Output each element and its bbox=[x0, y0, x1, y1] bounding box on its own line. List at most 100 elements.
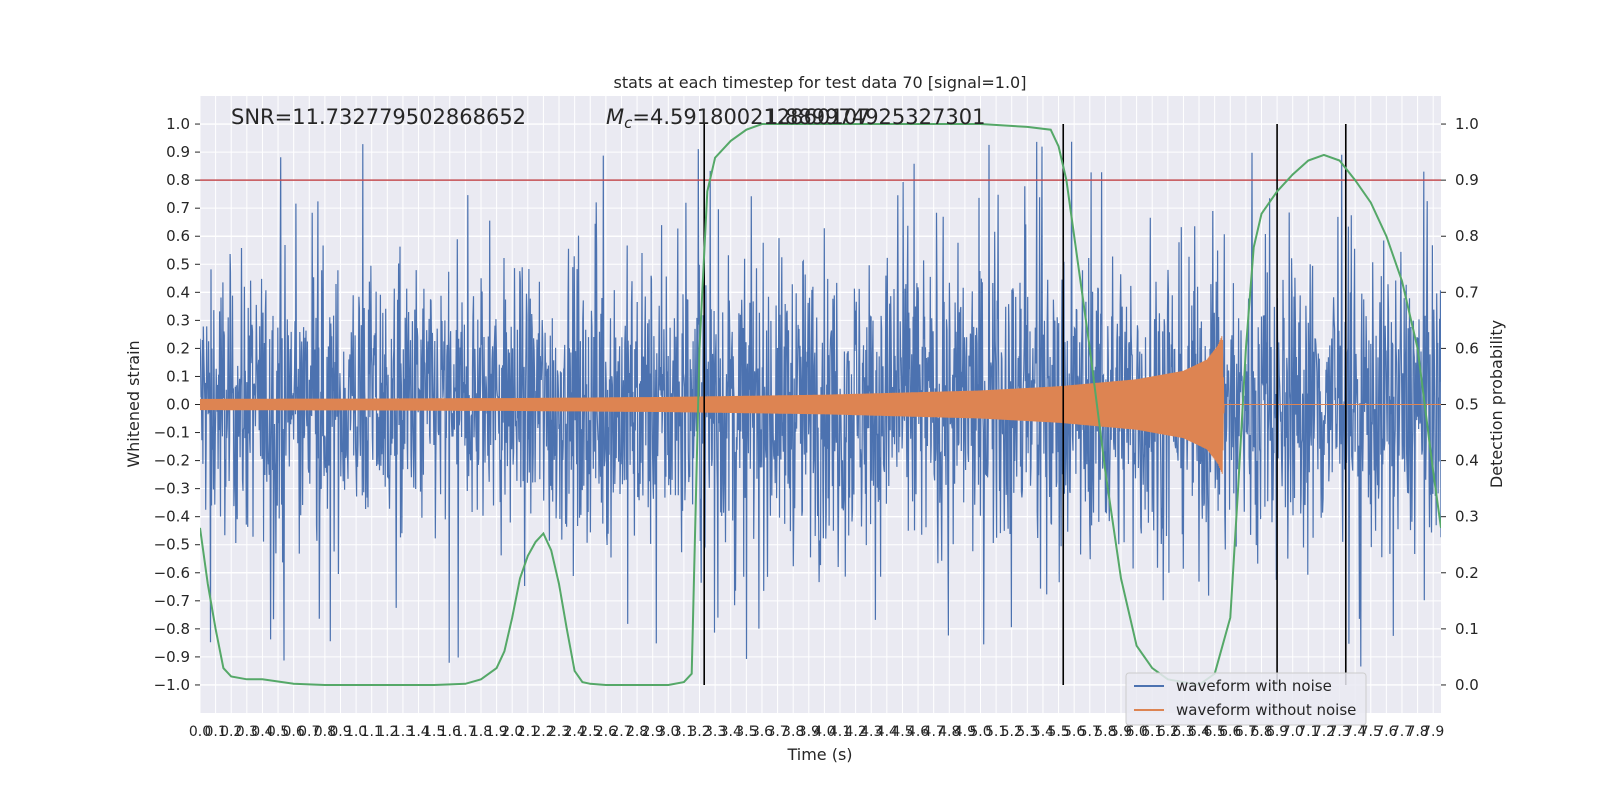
x-tick-label: 7.6 bbox=[1375, 724, 1397, 740]
y2-tick-label: 0.8 bbox=[1455, 227, 1479, 245]
x-tick-label: 1.2 bbox=[376, 724, 398, 740]
y2-tick-label: 0.5 bbox=[1455, 396, 1479, 414]
x-tick-label: 1.5 bbox=[423, 724, 445, 740]
x-tick-label: 4.2 bbox=[844, 724, 866, 740]
y-axis-right-ticks: 1.0 0.9 0.8 0.7 0.6 0.5 0.4 0.3 0.2 0.1 0.0 bbox=[1441, 115, 1479, 694]
y2-tick-label: 0.9 bbox=[1455, 171, 1479, 189]
x-tick-label: 0.2 bbox=[220, 724, 242, 740]
x-tick-label: 0.0 bbox=[189, 724, 211, 740]
x-tick-label: 1.6 bbox=[439, 724, 461, 740]
y-tick-label: 0.3 bbox=[166, 311, 190, 329]
y-axis-label: Whitened strain bbox=[124, 340, 143, 467]
x-tick-label: 0.3 bbox=[236, 724, 258, 740]
x-tick-label: 6.5 bbox=[1204, 724, 1226, 740]
x-tick-label: 2.6 bbox=[595, 724, 617, 740]
x-tick-label: 6.4 bbox=[1188, 724, 1210, 740]
y-tick-label: 0.4 bbox=[166, 283, 190, 301]
x-tick-label: 2.8 bbox=[626, 724, 648, 740]
x-tick-label: 7.1 bbox=[1297, 724, 1319, 740]
chirp-mass-value: =4.591800212860107 bbox=[632, 105, 870, 129]
legend-box bbox=[1125, 672, 1367, 726]
x-tick-label: 6.1 bbox=[1141, 724, 1163, 740]
y-tick-label: 1.0 bbox=[166, 115, 190, 133]
x-tick-label: 6.8 bbox=[1250, 724, 1272, 740]
y-tick-label: −0.7 bbox=[154, 592, 190, 610]
x-tick-label: 5.0 bbox=[969, 724, 991, 740]
legend-entry-signal: waveform without noise bbox=[1176, 701, 1356, 719]
x-tick-label: 0.6 bbox=[283, 724, 305, 740]
x-tick-label: 6.6 bbox=[1219, 724, 1241, 740]
x-tick-label: 3.6 bbox=[751, 724, 773, 740]
y-tick-label: 0.6 bbox=[166, 227, 190, 245]
y-tick-label: 0.0 bbox=[166, 396, 190, 414]
x-tick-label: 4.9 bbox=[954, 724, 976, 740]
x-tick-label: 5.9 bbox=[1110, 724, 1132, 740]
x-tick-label: 6.0 bbox=[1125, 724, 1147, 740]
x-tick-label: 1.0 bbox=[345, 724, 367, 740]
x-tick-label: 7.7 bbox=[1391, 724, 1413, 740]
y2-tick-label: 0.1 bbox=[1455, 620, 1479, 638]
x-tick-label: 0.7 bbox=[298, 724, 320, 740]
y-tick-label: −0.5 bbox=[154, 536, 190, 554]
x-tick-label: 2.3 bbox=[548, 724, 570, 740]
x-tick-label: 2.9 bbox=[642, 724, 664, 740]
y-tick-label: 0.2 bbox=[166, 339, 190, 357]
x-tick-label: 3.1 bbox=[673, 724, 695, 740]
y-tick-label: −0.1 bbox=[154, 424, 190, 442]
y-tick-label: −0.3 bbox=[154, 480, 190, 498]
x-tick-label: 3.5 bbox=[735, 724, 757, 740]
x-tick-label: 1.7 bbox=[454, 724, 476, 740]
x-tick-label: 3.8 bbox=[782, 724, 804, 740]
x-tick-label: 4.4 bbox=[876, 724, 898, 740]
x-axis-ticks: 0.00.10.20.30.40.50.60.70.80.91.01.11.21… bbox=[189, 724, 1444, 740]
x-tick-label: 5.8 bbox=[1094, 724, 1116, 740]
y-tick-label: 0.1 bbox=[166, 367, 190, 385]
x-tick-label: 4.6 bbox=[907, 724, 929, 740]
x-tick-label: 3.7 bbox=[766, 724, 788, 740]
y2-axis-label: Detection probability bbox=[1487, 320, 1506, 488]
x-tick-label: 7.3 bbox=[1328, 724, 1350, 740]
y-axis-left-ticks: 1.0 0.9 0.8 0.7 0.6 0.5 0.4 0.3 0.2 0.1 0.0 −0.1 −0.… bbox=[154, 115, 200, 694]
x-tick-label: 1.8 bbox=[470, 724, 492, 740]
x-tick-label: 7.2 bbox=[1313, 724, 1335, 740]
x-tick-label: 5.3 bbox=[1016, 724, 1038, 740]
y-tick-label: 0.8 bbox=[166, 171, 190, 189]
x-tick-label: 6.7 bbox=[1235, 724, 1257, 740]
x-tick-label: 1.1 bbox=[361, 724, 383, 740]
x-tick-label: 5.6 bbox=[1063, 724, 1085, 740]
x-tick-label: 4.5 bbox=[891, 724, 913, 740]
x-tick-label: 2.4 bbox=[564, 724, 586, 740]
x-tick-label: 3.9 bbox=[798, 724, 820, 740]
x-tick-label: 1.3 bbox=[392, 724, 414, 740]
x-tick-label: 7.0 bbox=[1282, 724, 1304, 740]
legend: waveform with noise waveform without noi… bbox=[1125, 672, 1367, 726]
x-tick-label: 2.7 bbox=[610, 724, 632, 740]
x-tick-label: 5.5 bbox=[1047, 724, 1069, 740]
x-tick-label: 1.9 bbox=[485, 724, 507, 740]
x-tick-label: 4.3 bbox=[860, 724, 882, 740]
x-tick-label: 5.2 bbox=[1001, 724, 1023, 740]
y2-tick-label: 1.0 bbox=[1455, 115, 1479, 133]
y-tick-label: −0.2 bbox=[154, 452, 190, 470]
x-tick-label: 4.1 bbox=[829, 724, 851, 740]
x-tick-label: 2.5 bbox=[579, 724, 601, 740]
x-tick-label: 4.8 bbox=[938, 724, 960, 740]
x-axis-label: Time (s) bbox=[786, 745, 852, 764]
x-tick-label: 0.9 bbox=[329, 724, 351, 740]
chirp-mass-annotation: Mc=4.591800212860107 bbox=[606, 105, 870, 132]
x-tick-label: 6.9 bbox=[1266, 724, 1288, 740]
x-tick-label: 3.4 bbox=[720, 724, 742, 740]
y-tick-label: −1.0 bbox=[154, 676, 190, 694]
series-waveform-without-noise bbox=[200, 336, 1441, 474]
y-tick-label: 0.7 bbox=[166, 199, 190, 217]
chirp-mass-subscript: c bbox=[624, 114, 633, 132]
x-tick-label: 3.3 bbox=[704, 724, 726, 740]
x-tick-label: 4.0 bbox=[813, 724, 835, 740]
y2-tick-label: 0.6 bbox=[1455, 339, 1479, 357]
x-tick-label: 7.4 bbox=[1344, 724, 1366, 740]
chart-title: stats at each timestep for test data 70 … bbox=[614, 73, 1027, 92]
y2-tick-label: 0.0 bbox=[1455, 676, 1479, 694]
x-tick-label: 5.4 bbox=[1032, 724, 1054, 740]
x-tick-label: 2.0 bbox=[501, 724, 523, 740]
